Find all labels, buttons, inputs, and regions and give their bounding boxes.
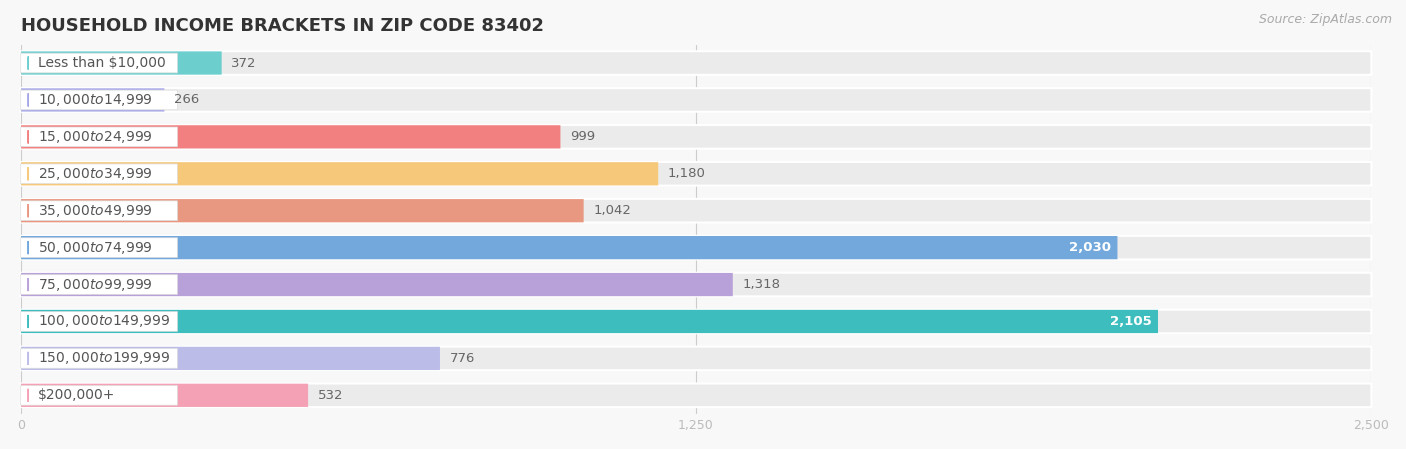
FancyBboxPatch shape	[21, 51, 1371, 75]
Text: 372: 372	[232, 57, 257, 70]
FancyBboxPatch shape	[21, 275, 177, 295]
FancyBboxPatch shape	[21, 199, 1371, 223]
FancyBboxPatch shape	[21, 201, 177, 220]
FancyBboxPatch shape	[21, 384, 308, 407]
Text: $100,000 to $149,999: $100,000 to $149,999	[38, 313, 170, 330]
Text: 1,318: 1,318	[742, 278, 780, 291]
Text: 2,105: 2,105	[1109, 315, 1152, 328]
FancyBboxPatch shape	[21, 386, 177, 405]
Text: $10,000 to $14,999: $10,000 to $14,999	[38, 92, 153, 108]
Text: $150,000 to $199,999: $150,000 to $199,999	[38, 350, 170, 366]
FancyBboxPatch shape	[21, 347, 1371, 370]
Text: 532: 532	[318, 389, 343, 402]
Text: $35,000 to $49,999: $35,000 to $49,999	[38, 202, 153, 219]
Text: 2,030: 2,030	[1069, 241, 1111, 254]
FancyBboxPatch shape	[21, 312, 177, 331]
Text: $15,000 to $24,999: $15,000 to $24,999	[38, 129, 153, 145]
FancyBboxPatch shape	[21, 348, 177, 368]
Text: $200,000+: $200,000+	[38, 388, 115, 402]
FancyBboxPatch shape	[21, 51, 222, 75]
Text: $75,000 to $99,999: $75,000 to $99,999	[38, 277, 153, 293]
Text: $50,000 to $74,999: $50,000 to $74,999	[38, 240, 153, 255]
FancyBboxPatch shape	[21, 236, 1371, 260]
FancyBboxPatch shape	[21, 273, 733, 296]
Text: 999: 999	[571, 130, 595, 143]
Text: 266: 266	[174, 93, 200, 106]
FancyBboxPatch shape	[21, 273, 1371, 296]
FancyBboxPatch shape	[21, 238, 177, 257]
FancyBboxPatch shape	[21, 310, 1371, 333]
FancyBboxPatch shape	[21, 53, 177, 73]
FancyBboxPatch shape	[21, 162, 658, 185]
Text: 1,180: 1,180	[668, 167, 706, 180]
FancyBboxPatch shape	[21, 90, 177, 110]
FancyBboxPatch shape	[21, 125, 561, 149]
FancyBboxPatch shape	[21, 88, 165, 111]
Text: 776: 776	[450, 352, 475, 365]
Text: 1,042: 1,042	[593, 204, 631, 217]
FancyBboxPatch shape	[21, 125, 1371, 149]
Text: Source: ZipAtlas.com: Source: ZipAtlas.com	[1258, 13, 1392, 26]
FancyBboxPatch shape	[21, 236, 1118, 259]
FancyBboxPatch shape	[21, 383, 1371, 407]
FancyBboxPatch shape	[21, 88, 1371, 112]
FancyBboxPatch shape	[21, 164, 177, 184]
Text: Less than $10,000: Less than $10,000	[38, 56, 166, 70]
FancyBboxPatch shape	[21, 347, 440, 370]
FancyBboxPatch shape	[21, 310, 1159, 333]
Text: $25,000 to $34,999: $25,000 to $34,999	[38, 166, 153, 182]
Text: HOUSEHOLD INCOME BRACKETS IN ZIP CODE 83402: HOUSEHOLD INCOME BRACKETS IN ZIP CODE 83…	[21, 17, 544, 35]
FancyBboxPatch shape	[21, 199, 583, 222]
FancyBboxPatch shape	[21, 162, 1371, 185]
FancyBboxPatch shape	[21, 127, 177, 147]
